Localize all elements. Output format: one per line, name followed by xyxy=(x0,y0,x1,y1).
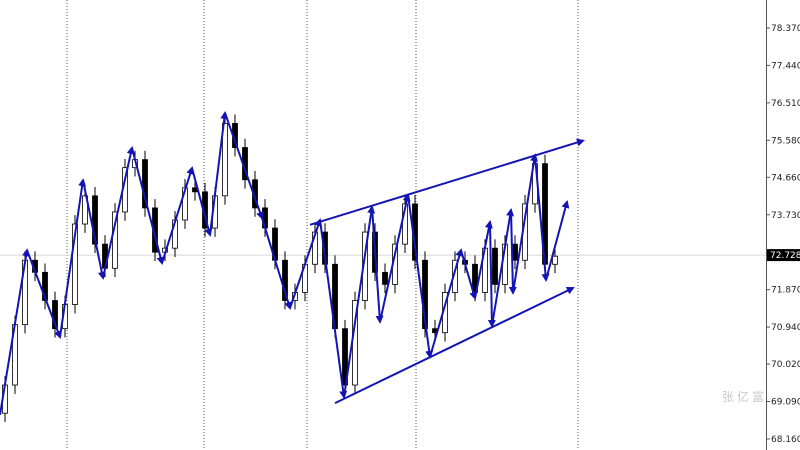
candle-up xyxy=(72,223,78,305)
candle-up xyxy=(82,195,88,225)
zigzag-arrow xyxy=(59,178,87,338)
zigzag-arrow xyxy=(102,145,135,279)
zigzag-arrow xyxy=(191,167,213,237)
y-tick-label: 70.940 xyxy=(771,323,800,333)
channel-upper-line xyxy=(309,138,585,226)
zigzag-arrow xyxy=(474,220,493,299)
zigzag-arrow xyxy=(261,217,293,311)
candle-down xyxy=(492,247,498,285)
annotations xyxy=(0,110,585,415)
zigzag-arrow xyxy=(508,209,517,295)
zigzag-arrow xyxy=(371,207,384,324)
zigzag-arrow xyxy=(545,199,570,281)
candle-down xyxy=(512,243,518,261)
zigzag-arrow xyxy=(26,249,62,339)
zigzag-arrow xyxy=(82,179,106,280)
candle-down xyxy=(142,159,148,209)
grid-lines xyxy=(66,0,579,450)
zigzag-arrow xyxy=(224,112,264,220)
y-tick-label: 75.580 xyxy=(771,136,800,146)
y-tick-label: 68.160 xyxy=(771,435,800,445)
zigzag-arrow xyxy=(487,221,496,328)
zigzag-arrow xyxy=(512,153,539,294)
zigzag-arrow xyxy=(319,219,348,400)
y-tick-label: 71.870 xyxy=(771,286,800,296)
channel-lower-line xyxy=(334,287,575,405)
y-tick-label: 69.090 xyxy=(771,398,800,408)
candle-down xyxy=(382,271,388,285)
y-tick-label: 76.510 xyxy=(771,99,800,109)
y-tick-label: 78.370 xyxy=(771,24,800,34)
candle-down xyxy=(282,259,288,301)
y-tick-label: 77.440 xyxy=(771,61,800,71)
zigzag-arrow xyxy=(209,110,229,236)
current-price-badge xyxy=(767,249,800,262)
y-tick-label: 73.730 xyxy=(771,211,800,221)
candle-down xyxy=(92,195,98,245)
current-price-label: 72.728 xyxy=(770,251,800,261)
zigzag-arrow xyxy=(429,248,464,358)
zigzag-arrow xyxy=(0,248,30,415)
zigzag-arrow xyxy=(491,207,514,327)
candle-up xyxy=(112,211,118,269)
zigzag-arrow xyxy=(289,218,322,309)
candle-up xyxy=(222,122,228,197)
zigzag-arrow xyxy=(407,194,434,359)
zigzag-arrow xyxy=(460,249,478,300)
zigzag-arrow xyxy=(379,193,411,323)
candles xyxy=(2,114,558,423)
candle-down xyxy=(42,271,48,301)
zigzag-arrow xyxy=(161,166,195,264)
candle-up xyxy=(552,255,558,265)
zigzag-arrow xyxy=(534,155,550,282)
y-tick-label: 70.020 xyxy=(771,360,800,370)
zigzag-arrow xyxy=(131,147,165,265)
y-tick-label: 74.660 xyxy=(771,173,800,183)
watermark: 张亿富 xyxy=(722,389,767,404)
zigzag-arrow xyxy=(343,205,376,398)
price-axis: 78.370 77.440 76.510 75.580 74.660 73.730 71.8… xyxy=(766,24,800,445)
